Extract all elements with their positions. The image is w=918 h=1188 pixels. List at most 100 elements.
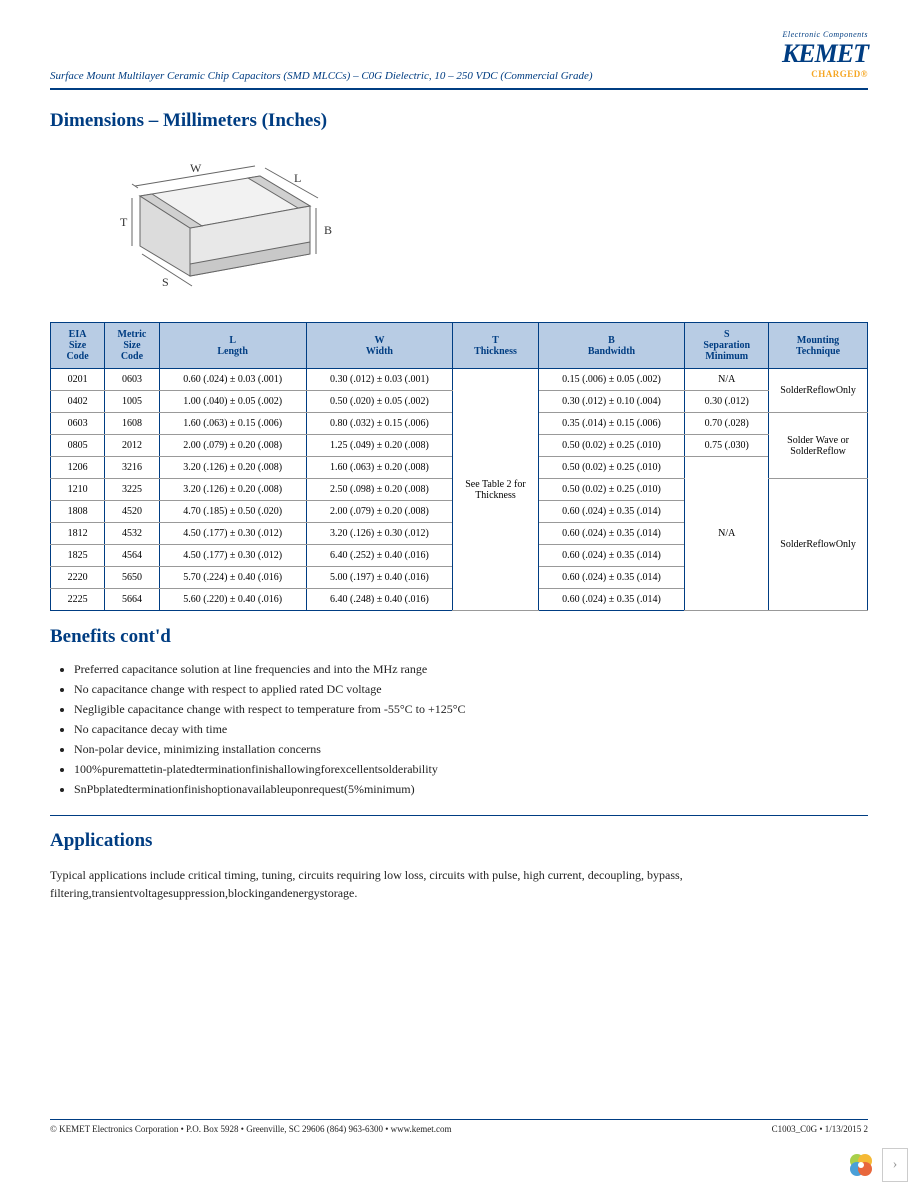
table-cell: 3.20 (.126) ± 0.20 (.008): [159, 457, 306, 479]
table-header: SSeparationMinimum: [685, 323, 769, 369]
table-cell: 2.00 (.079) ± 0.20 (.008): [159, 435, 306, 457]
table-cell: 1.00 (.040) ± 0.05 (.002): [159, 391, 306, 413]
table-cell: 0.15 (.006) ± 0.05 (.002): [538, 369, 685, 391]
dimensions-table: EIASizeCodeMetricSizeCodeLLengthWWidthTT…: [50, 322, 868, 611]
table-cell: 0.60 (.024) ± 0.35 (.014): [538, 589, 685, 611]
table-cell: 2012: [105, 435, 160, 457]
table-cell: 1808: [51, 501, 105, 523]
table-cell: 0.30 (.012): [685, 391, 769, 413]
table-cell: 1.60 (.063) ± 0.15 (.006): [159, 413, 306, 435]
table-cell: 5.60 (.220) ± 0.40 (.016): [159, 589, 306, 611]
table-header: TThickness: [453, 323, 538, 369]
thickness-cell: See Table 2 for Thickness: [453, 369, 538, 611]
benefits-list: Preferred capacitance solution at line f…: [74, 662, 868, 797]
table-cell: 2225: [51, 589, 105, 611]
benefit-item: Negligible capacitance change with respe…: [74, 702, 868, 717]
table-cell: N/A: [685, 457, 769, 611]
benefit-item: Preferred capacitance solution at line f…: [74, 662, 868, 677]
diagram-label-w: W: [190, 161, 202, 175]
benefits-heading: Benefits cont'd: [50, 626, 868, 648]
benefit-item: 100%puremattetin-platedterminationfinish…: [74, 762, 868, 777]
diagram-label-t: T: [120, 215, 128, 229]
table-cell: 4564: [105, 545, 160, 567]
benefit-item: SnPbplatedterminationfinishoptionavailab…: [74, 782, 868, 797]
table-cell: 0.60 (.024) ± 0.03 (.001): [159, 369, 306, 391]
table-cell: 0603: [105, 369, 160, 391]
table-cell: 3.20 (.126) ± 0.20 (.008): [159, 479, 306, 501]
table-header: MetricSizeCode: [105, 323, 160, 369]
benefit-item: No capacitance change with respect to ap…: [74, 682, 868, 697]
table-cell: 0.30 (.012) ± 0.03 (.001): [306, 369, 453, 391]
table-cell: 1812: [51, 523, 105, 545]
table-cell: 1206: [51, 457, 105, 479]
table-cell: 4.50 (.177) ± 0.30 (.012): [159, 523, 306, 545]
table-cell: 0.50 (0.02) ± 0.25 (.010): [538, 457, 685, 479]
diagram-label-s: S: [162, 275, 169, 289]
table-cell: 0.80 (.032) ± 0.15 (.006): [306, 413, 453, 435]
table-header: LLength: [159, 323, 306, 369]
table-cell: 0.30 (.012) ± 0.10 (.004): [538, 391, 685, 413]
table-cell: 0402: [51, 391, 105, 413]
mounting-cell: Solder Wave or SolderReflow: [769, 413, 868, 479]
page-header: Surface Mount Multilayer Ceramic Chip Ca…: [50, 30, 868, 82]
next-page-button[interactable]: ›: [882, 1148, 908, 1182]
applications-text: Typical applications include critical ti…: [50, 866, 868, 902]
mounting-cell: SolderReflowOnly: [769, 369, 868, 413]
table-cell: 4532: [105, 523, 160, 545]
header-rule: [50, 88, 868, 90]
table-cell: 0.60 (.024) ± 0.35 (.014): [538, 567, 685, 589]
dimensions-heading: Dimensions – Millimeters (Inches): [50, 110, 868, 132]
diagram-label-b: B: [324, 223, 332, 237]
table-cell: 0201: [51, 369, 105, 391]
logo-charged: CHARGED®: [782, 69, 868, 79]
table-cell: 0.60 (.024) ± 0.35 (.014): [538, 545, 685, 567]
table-cell: 6.40 (.248) ± 0.40 (.016): [306, 589, 453, 611]
table-cell: 5650: [105, 567, 160, 589]
table-cell: 5664: [105, 589, 160, 611]
diagram-label-l: L: [294, 171, 301, 185]
table-cell: 3.20 (.126) ± 0.30 (.012): [306, 523, 453, 545]
table-cell: 0.50 (0.02) ± 0.25 (.010): [538, 435, 685, 457]
table-cell: 5.00 (.197) ± 0.40 (.016): [306, 567, 453, 589]
table-cell: 4520: [105, 501, 160, 523]
flower-icon[interactable]: [846, 1150, 876, 1180]
chip-diagram: W L B T S: [80, 146, 340, 306]
table-cell: 1825: [51, 545, 105, 567]
table-cell: 0603: [51, 413, 105, 435]
table-cell: 2.50 (.098) ± 0.20 (.008): [306, 479, 453, 501]
table-cell: 1210: [51, 479, 105, 501]
table-cell: 6.40 (.252) ± 0.40 (.016): [306, 545, 453, 567]
table-cell: 0.70 (.028): [685, 413, 769, 435]
table-cell: N/A: [685, 369, 769, 391]
table-cell: 4.50 (.177) ± 0.30 (.012): [159, 545, 306, 567]
table-cell: 0.60 (.024) ± 0.35 (.014): [538, 501, 685, 523]
logo-tagline: Electronic Components: [782, 30, 868, 39]
table-cell: 0.50 (0.02) ± 0.25 (.010): [538, 479, 685, 501]
footer-rule: [50, 1119, 868, 1120]
table-header: MountingTechnique: [769, 323, 868, 369]
table-cell: 1.60 (.063) ± 0.20 (.008): [306, 457, 453, 479]
logo: Electronic Components KEMET CHARGED®: [782, 30, 868, 79]
table-header: EIASizeCode: [51, 323, 105, 369]
table-cell: 0.35 (.014) ± 0.15 (.006): [538, 413, 685, 435]
section-rule: [50, 815, 868, 816]
footer-left: © KEMET Electronics Corporation • P.O. B…: [50, 1124, 452, 1134]
document-title: Surface Mount Multilayer Ceramic Chip Ca…: [50, 30, 593, 82]
page-footer: © KEMET Electronics Corporation • P.O. B…: [50, 1119, 868, 1134]
applications-heading: Applications: [50, 830, 868, 852]
logo-name: KEMET: [782, 39, 868, 69]
table-cell: 3225: [105, 479, 160, 501]
table-cell: 0.75 (.030): [685, 435, 769, 457]
footer-right: C1003_C0G • 1/13/2015 2: [772, 1124, 868, 1134]
table-row: 020106030.60 (.024) ± 0.03 (.001)0.30 (.…: [51, 369, 868, 391]
mounting-cell: SolderReflowOnly: [769, 479, 868, 611]
benefit-item: No capacitance decay with time: [74, 722, 868, 737]
table-cell: 0.60 (.024) ± 0.35 (.014): [538, 523, 685, 545]
table-cell: 5.70 (.224) ± 0.40 (.016): [159, 567, 306, 589]
table-header: WWidth: [306, 323, 453, 369]
table-cell: 3216: [105, 457, 160, 479]
benefit-item: Non-polar device, minimizing installatio…: [74, 742, 868, 757]
table-cell: 1.25 (.049) ± 0.20 (.008): [306, 435, 453, 457]
table-cell: 1005: [105, 391, 160, 413]
table-cell: 0.50 (.020) ± 0.05 (.002): [306, 391, 453, 413]
